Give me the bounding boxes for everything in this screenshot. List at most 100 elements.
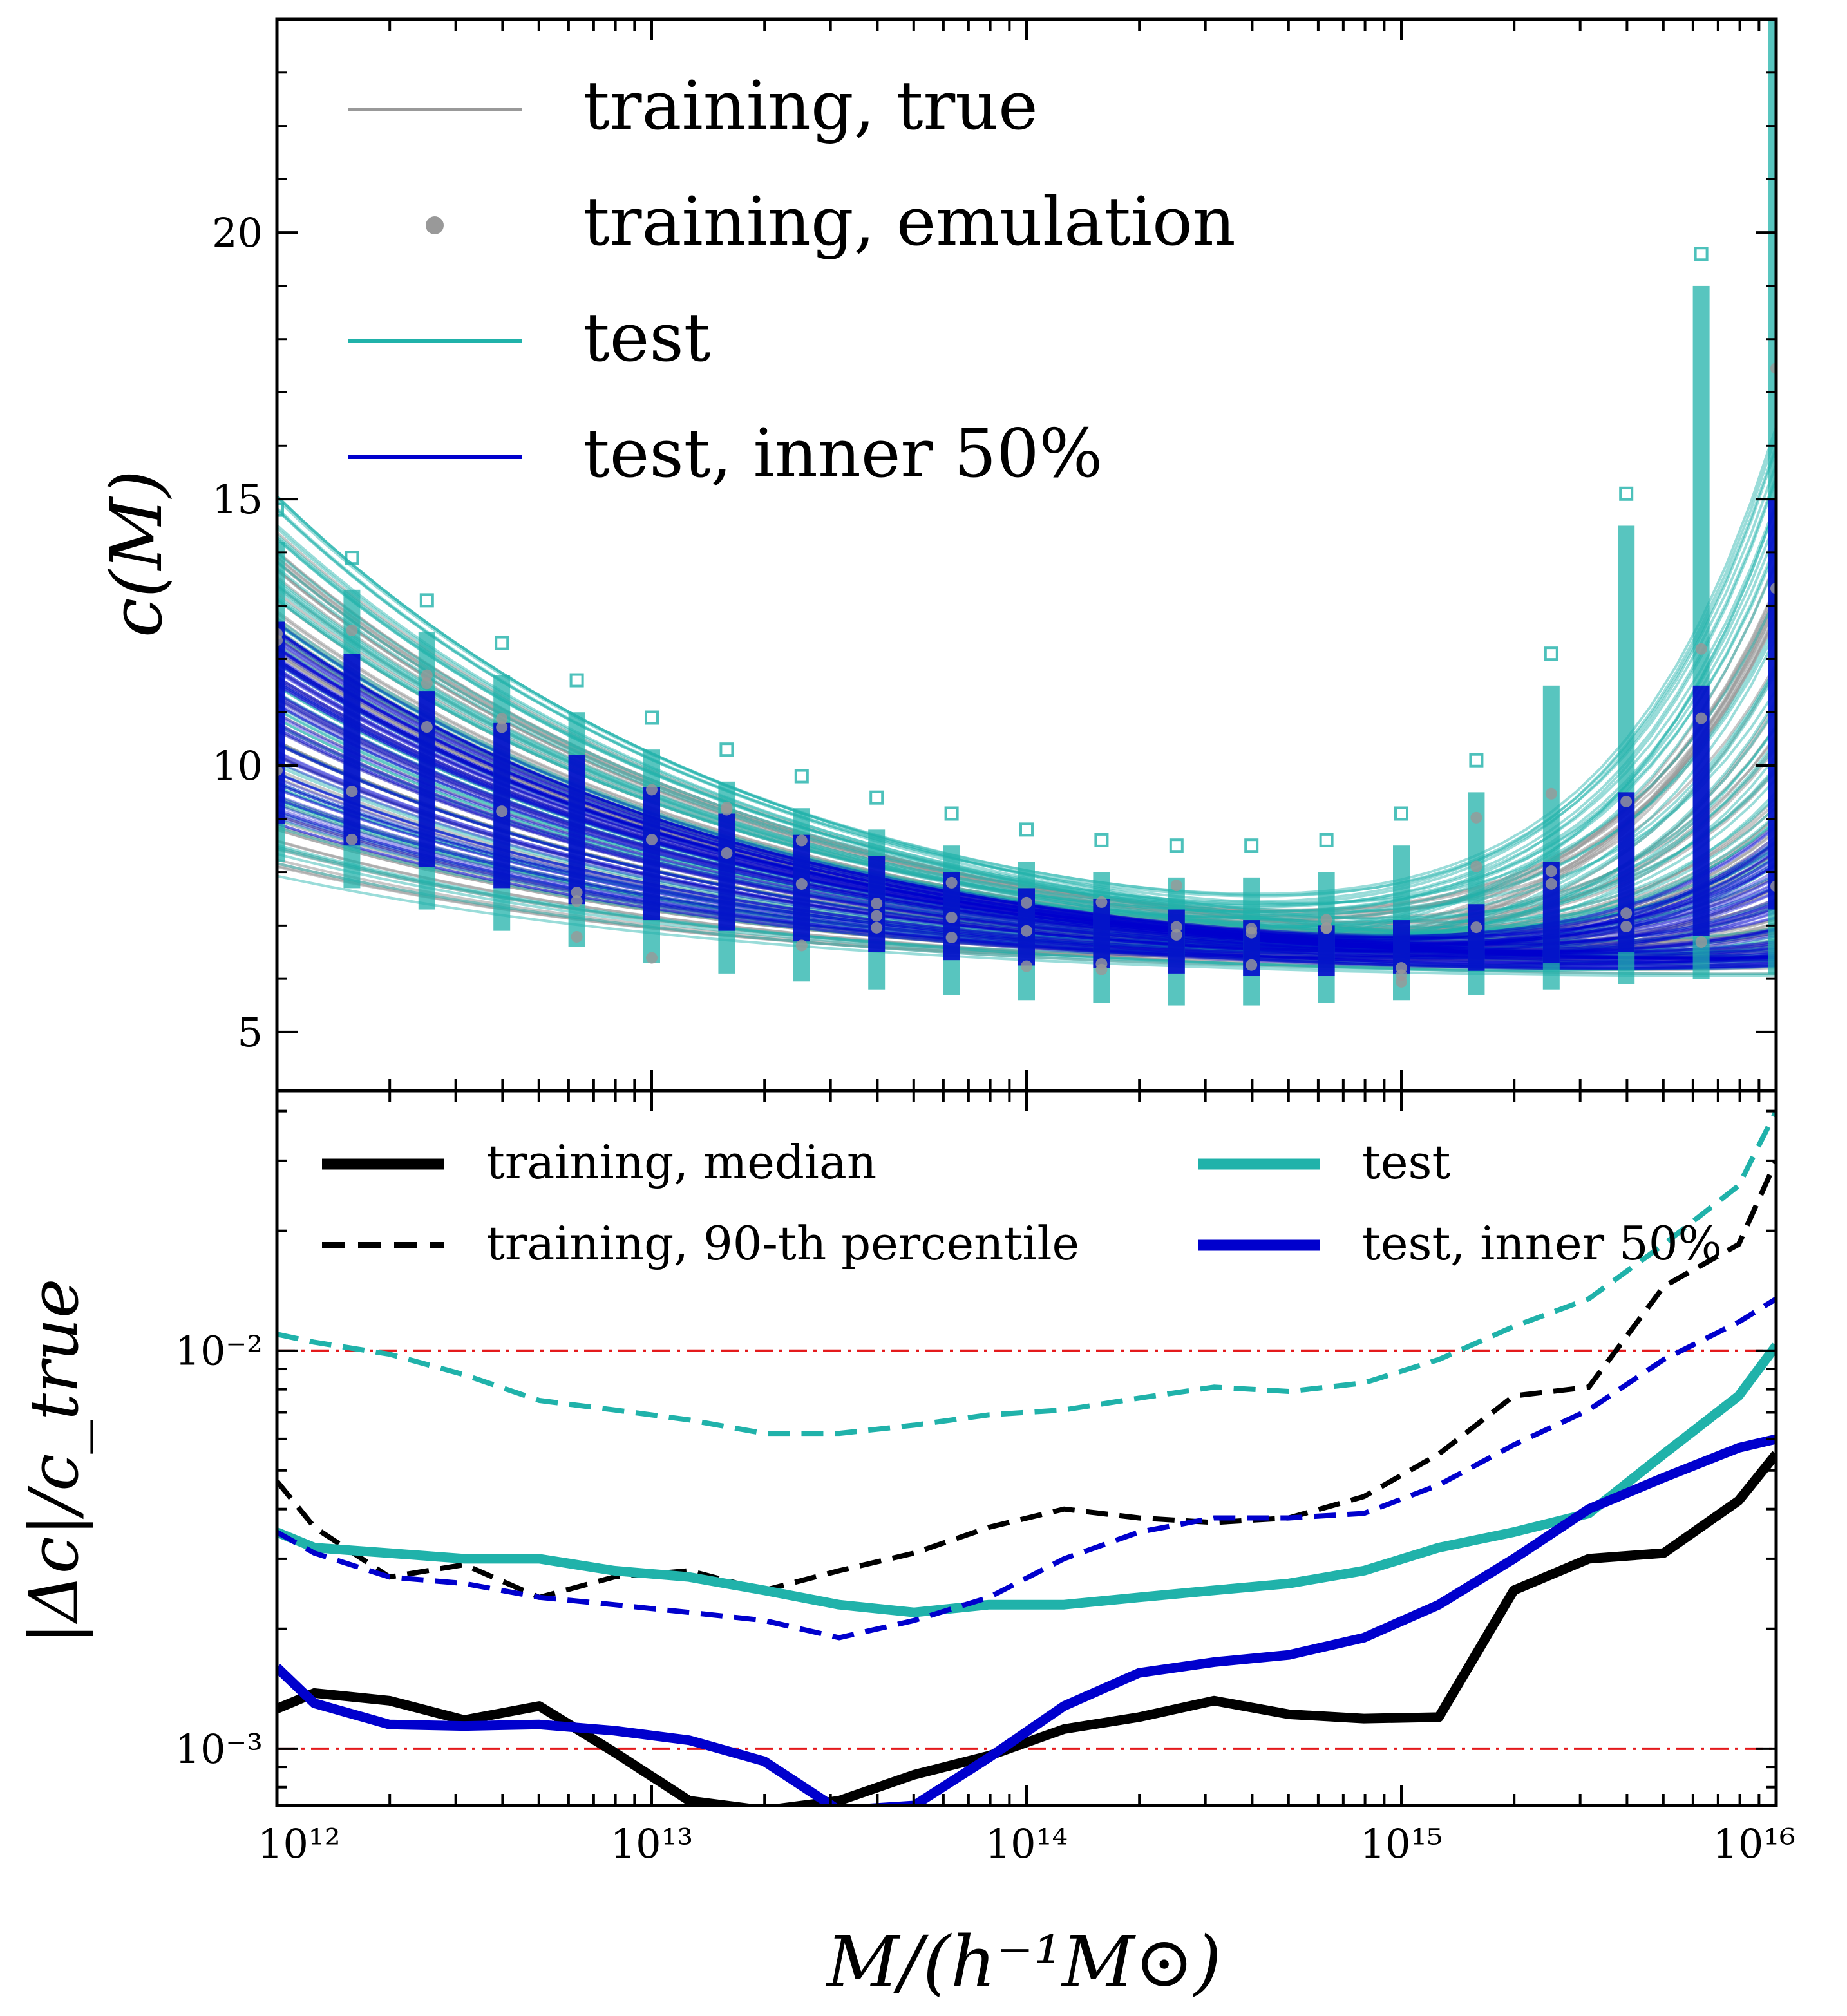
training-emulation-dot <box>346 786 358 798</box>
training-emulation-dot <box>1170 880 1182 892</box>
series-line-test-inner-50-90-th-percentile <box>277 1296 1776 1641</box>
training-emulation-dot <box>945 876 958 889</box>
training-emulation-dot <box>945 932 958 944</box>
training-emulation-dot <box>871 910 883 922</box>
series-line-training-90-th-percentile <box>277 1160 1776 1600</box>
training-emulation-dot <box>1021 896 1032 909</box>
test-emulation-marker <box>645 710 659 725</box>
series-line-test <box>277 1342 1776 1617</box>
training-emulation-dot <box>1170 921 1182 933</box>
y-tick-label: 15 <box>212 476 263 523</box>
inner-50-sample-band <box>643 787 660 921</box>
test-emulation-marker <box>569 673 584 688</box>
training-emulation-dot <box>1470 921 1482 934</box>
bottom-plot-area <box>277 1109 1776 1805</box>
training-emulation-dot <box>646 952 658 964</box>
training-emulation-dot <box>1320 922 1332 934</box>
training-emulation-dot <box>1545 787 1557 800</box>
training-emulation-dot <box>1021 925 1032 937</box>
y-tick-label: 10⁻² <box>175 1328 263 1375</box>
top-panel: 5 10 15 20 c(M) training, true training, emu… <box>95 17 1778 1093</box>
legend-label: training, true <box>583 66 1038 145</box>
x-tick-label: 10¹⁶ <box>1712 1820 1795 1867</box>
training-emulation-dot <box>421 677 433 690</box>
training-emulation-dot <box>1545 878 1557 890</box>
y-tick-label: 20 <box>212 209 263 256</box>
test-emulation-marker <box>1619 486 1634 501</box>
training-emulation-dot <box>1470 811 1482 824</box>
training-emulation-dot <box>1695 712 1707 724</box>
training-emulation-dot <box>346 833 358 845</box>
training-emulation-dot <box>346 624 358 636</box>
top-ticks: 5 10 15 20 <box>212 19 1776 1091</box>
training-emulation-dot <box>1095 963 1108 975</box>
legend-label: test <box>583 298 711 377</box>
training-emulation-dot <box>1246 923 1258 935</box>
y-tick-label: 5 <box>238 1009 263 1056</box>
training-emulation-dot <box>1620 920 1633 932</box>
test-emulation-marker <box>794 769 809 784</box>
bottom-ylabel: |Δc|/c_true <box>15 1279 93 1645</box>
training-emulation-dot <box>1170 928 1182 941</box>
bottom-ticks: 10⁻³ 10⁻² <box>175 1091 1776 1805</box>
training-emulation-dot <box>721 847 733 859</box>
training-emulation-dot <box>1246 959 1258 971</box>
test-emulation-marker <box>1169 838 1184 853</box>
training-emulation-dot <box>496 713 508 725</box>
training-emulation-dot <box>1620 907 1633 919</box>
top-legend: training, true training, emulation test tes… <box>348 66 1236 493</box>
test-emulation-marker <box>869 790 884 805</box>
training-emulation-dot <box>1320 914 1332 926</box>
inner-50-sample-band <box>418 691 435 867</box>
bottom-panel: 10⁻³10⁻² |Δc|/c_true training, mediantra… <box>15 1089 1778 1807</box>
training-emulation-dot <box>1620 795 1633 807</box>
inner-50-sample-band <box>1768 499 1776 910</box>
inner-50-sample-band <box>718 813 735 931</box>
training-emulation-dot <box>571 930 583 943</box>
legend-label: training, 90-th percentile <box>486 1216 1079 1270</box>
series-line-training-median <box>277 1451 1776 1805</box>
legend-label: training, median <box>486 1135 876 1189</box>
top-plot-area <box>277 19 1776 1006</box>
training-emulation-dot <box>421 721 433 733</box>
legend-label: test, inner 50% <box>583 414 1103 493</box>
test-emulation-marker <box>495 636 509 650</box>
inner-50-sample-band <box>1692 685 1710 936</box>
training-emulation-dot <box>1396 975 1407 988</box>
training-emulation-dot <box>795 878 808 890</box>
top-ylabel: c(M) <box>95 470 178 637</box>
test-emulation-marker <box>944 806 959 821</box>
training-emulation-dot <box>571 887 583 899</box>
x-axis-label: M/(h⁻¹M⊙) <box>825 1921 1221 2003</box>
training-emulation-dot <box>646 834 658 846</box>
x-tick-label: 10¹⁵ <box>1360 1820 1443 1867</box>
training-emulation-dot <box>1470 860 1482 872</box>
test-emulation-marker <box>1244 838 1259 853</box>
x-tick-label: 10¹² <box>258 1820 341 1867</box>
test-emulation-marker <box>1394 806 1408 821</box>
training-emulation-dot <box>646 784 658 796</box>
training-emulation-dot <box>721 801 733 813</box>
test-emulation-marker <box>345 551 359 565</box>
inner-50-sample-band <box>1168 909 1185 974</box>
inner-50-sample-band <box>1468 904 1485 971</box>
x-tick-labels: 10¹² 10¹³ 10¹⁴ 10¹⁵ 10¹⁶ <box>258 1820 1795 1867</box>
bottom-panel-frame <box>275 1089 1778 1807</box>
bottom-legend: training, median training, 90-th percenti… <box>322 1135 1722 1270</box>
inner-50-sample-band <box>343 654 361 846</box>
test-emulation-marker <box>1094 833 1109 847</box>
x-tick-label: 10¹³ <box>611 1820 694 1867</box>
y-tick-label: 10⁻³ <box>175 1726 263 1773</box>
training-emulation-dot <box>1695 936 1707 948</box>
training-emulation-dot <box>795 834 808 847</box>
x-tick-label: 10¹⁴ <box>985 1820 1068 1867</box>
y-tick-label: 10 <box>212 742 263 789</box>
training-emulation-dot <box>421 669 433 681</box>
inner-50-sample-band <box>1093 898 1110 968</box>
training-emulation-dot <box>795 939 808 952</box>
training-emulation-dot <box>496 721 508 733</box>
training-emulation-dot <box>1095 896 1108 908</box>
training-emulation-dot <box>945 912 958 924</box>
test-emulation-marker <box>1694 247 1709 261</box>
